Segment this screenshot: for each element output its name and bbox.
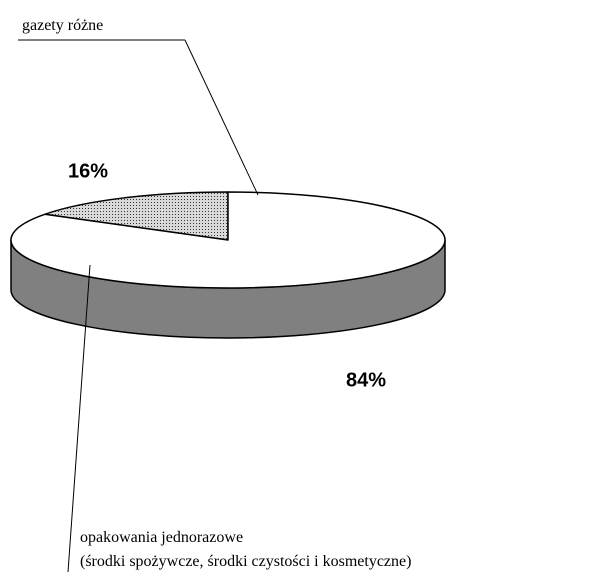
leader-line [184, 39, 259, 196]
category-label: opakowania jednorazowe (środki spożywcze… [80, 529, 412, 570]
value-label: 84% [346, 369, 386, 391]
category-label: gazety różne [22, 17, 104, 34]
value-label: 16% [68, 160, 108, 182]
leader-line [67, 264, 91, 573]
slice [10, 191, 446, 289]
slice [44, 191, 229, 241]
